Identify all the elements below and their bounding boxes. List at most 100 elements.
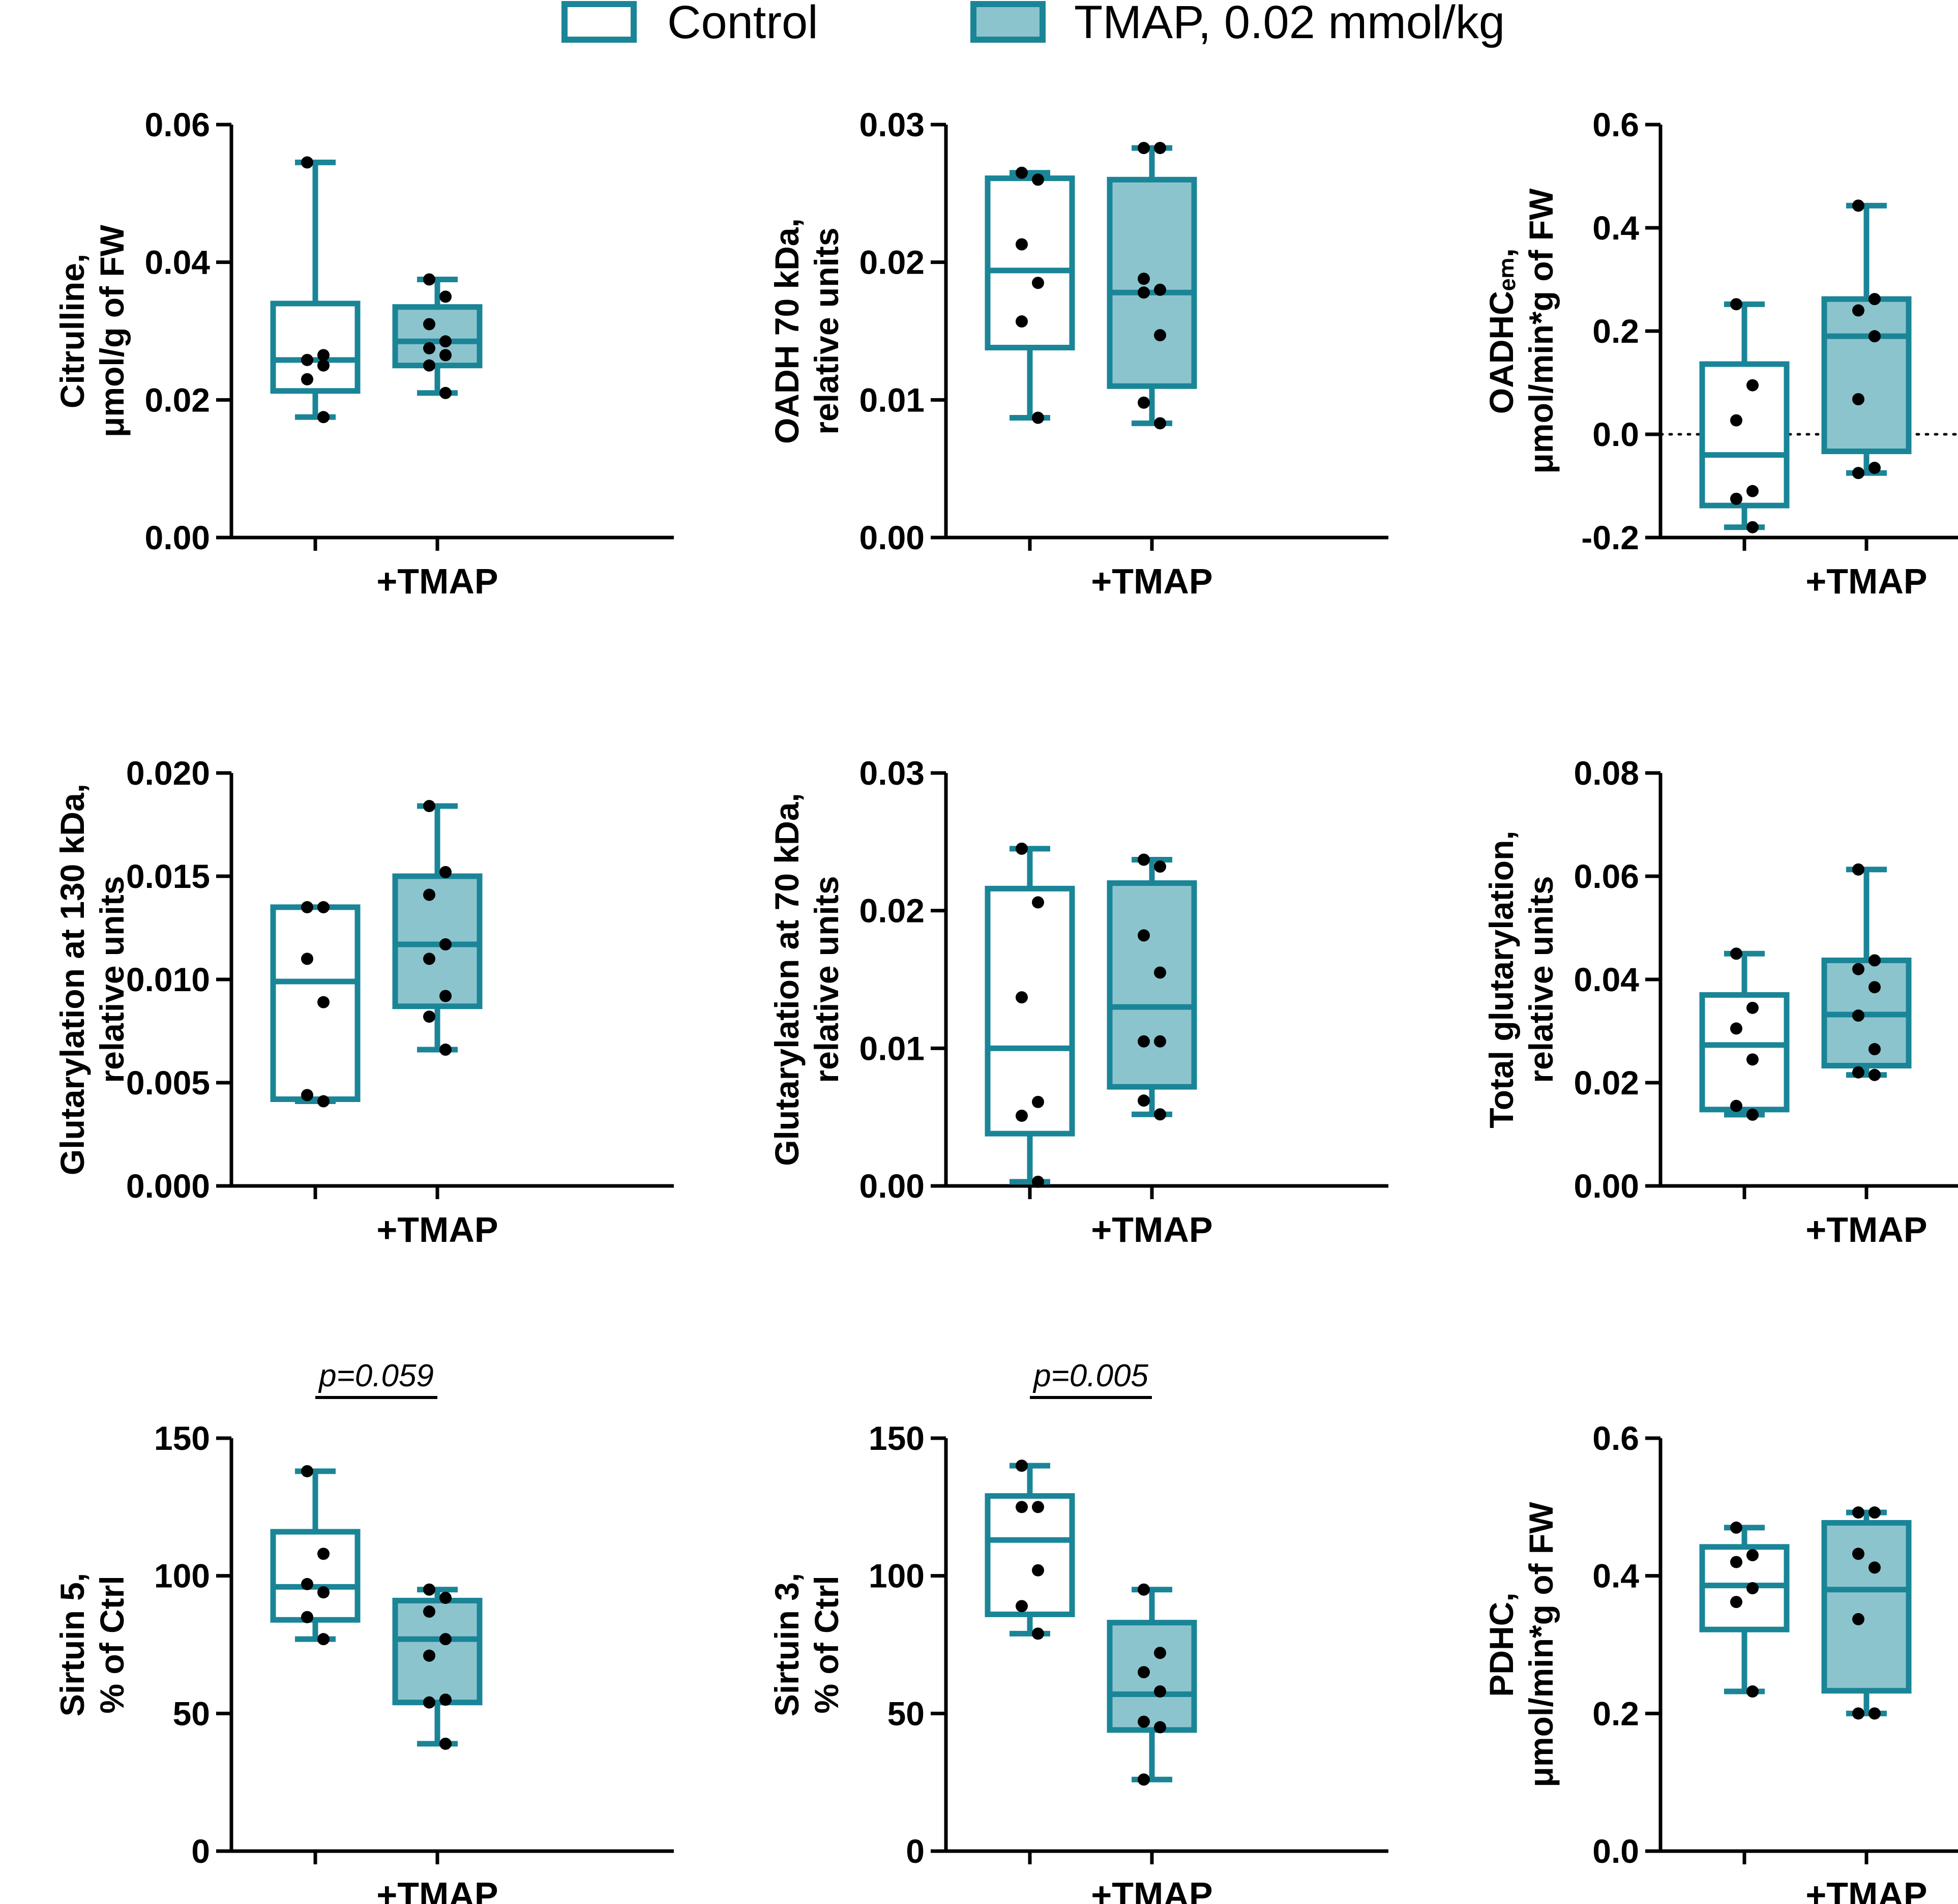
data-point — [1016, 991, 1028, 1004]
data-point — [439, 1633, 452, 1646]
data-point — [1138, 142, 1150, 155]
box-tmap — [1821, 863, 1912, 1081]
y-tick-label: 0.06 — [145, 106, 210, 143]
y-axis-label: Total glutarylation,relative units — [1482, 830, 1560, 1128]
x-category-label: +TMAP — [1805, 561, 1927, 601]
data-point — [1868, 954, 1881, 967]
data-point — [1746, 379, 1759, 392]
data-point — [1868, 1043, 1881, 1056]
data-point — [1154, 1721, 1166, 1734]
iqr-box — [985, 1493, 1075, 1617]
y-axis-label-line: Glutarylation at 70 kDa, — [768, 793, 806, 1166]
y-tick-label: 0.00 — [859, 1167, 925, 1205]
data-point — [1868, 1068, 1881, 1081]
data-point — [1852, 1707, 1864, 1720]
data-point — [1016, 166, 1028, 179]
box-tmap — [392, 273, 483, 399]
chart-panels: 0.00 0.02 0.04 0.06 +TMAP Citrulline,μmol/g o… — [53, 106, 1958, 1904]
p-value-annotation: p=0.005 — [1032, 1358, 1148, 1393]
data-point — [1852, 467, 1864, 480]
data-point — [301, 156, 313, 169]
data-point — [301, 953, 313, 965]
data-point — [1138, 1035, 1150, 1048]
y-axis-label-line: Citrulline, — [53, 254, 91, 408]
data-point — [1032, 1564, 1044, 1576]
iqr-box — [1107, 1620, 1197, 1733]
legend-control-swatch — [561, 1, 637, 43]
data-point — [1868, 1561, 1881, 1574]
y-tick-label: 0.00 — [1574, 1167, 1639, 1205]
data-point — [1138, 1583, 1150, 1596]
data-point — [317, 411, 330, 424]
data-point — [439, 866, 452, 878]
data-point — [1746, 1685, 1759, 1698]
x-category-label: +TMAP — [376, 561, 498, 601]
y-tick-label: 0.2 — [1592, 1694, 1639, 1732]
y-tick-label: 0.2 — [1592, 312, 1639, 350]
legend-tmap-swatch — [970, 1, 1046, 43]
y-tick-label: 0.6 — [1592, 1419, 1639, 1457]
iqr-box — [1699, 361, 1790, 509]
data-point — [1154, 860, 1166, 873]
y-tick-label: 0.02 — [145, 381, 210, 419]
data-point — [423, 342, 435, 354]
y-tick-label: 50 — [887, 1694, 925, 1732]
y-axis-label: Glutarylation at 70 kDa,relative units — [768, 793, 845, 1166]
y-tick-label: 0.6 — [1592, 106, 1639, 143]
box-control — [1699, 947, 1790, 1121]
legend-tmap-label: TMAP, 0.02 mmol/kg — [1074, 0, 1505, 48]
y-axis-label-line: relative units — [808, 227, 845, 434]
data-point — [317, 996, 330, 1008]
data-point — [439, 1693, 452, 1706]
data-point — [1154, 966, 1166, 979]
y-tick-label: 0.015 — [126, 857, 210, 895]
y-axis-label-line: OADHCₑₘ, — [1482, 248, 1520, 414]
data-point — [317, 901, 330, 913]
data-point — [423, 1010, 435, 1023]
y-axis-label-line: relative units — [1522, 876, 1560, 1083]
data-point — [1016, 842, 1028, 855]
data-point — [1138, 1666, 1150, 1679]
y-tick-label: 0.020 — [126, 754, 210, 792]
data-point — [1138, 1715, 1150, 1728]
iqr-box — [1107, 176, 1197, 389]
iqr-box — [985, 175, 1075, 350]
data-point — [1016, 1600, 1028, 1613]
data-point — [1746, 1108, 1759, 1121]
iqr-box — [1821, 1520, 1912, 1694]
y-axis-label-line: μmol/g of FW — [93, 224, 131, 437]
iqr-box — [270, 301, 361, 394]
data-point — [1746, 521, 1759, 533]
legend: Control TMAP, 0.02 mmol/kg — [561, 0, 1505, 48]
y-tick-label: 0.02 — [859, 244, 925, 281]
iqr-box — [985, 885, 1075, 1137]
data-point — [317, 1548, 330, 1560]
y-axis-label-line: Sirtuin 3, — [768, 1573, 806, 1716]
data-point — [1852, 304, 1864, 317]
data-point — [1016, 238, 1028, 251]
y-axis-label: Glutarylation at 130 kDa,relative units — [53, 784, 131, 1175]
iqr-box — [1107, 880, 1197, 1090]
iqr-box — [392, 1597, 483, 1706]
y-axis-label-line: μmol/min*g of FW — [1522, 1502, 1560, 1788]
data-point — [439, 1044, 452, 1056]
data-point — [301, 373, 313, 385]
data-point — [1852, 1009, 1864, 1022]
iqr-box — [270, 1529, 361, 1623]
box-tmap — [1107, 1583, 1197, 1786]
data-point — [1852, 199, 1864, 212]
data-point — [1138, 929, 1150, 942]
y-tick-label: 50 — [173, 1694, 210, 1732]
data-point — [1016, 1109, 1028, 1122]
data-point — [423, 1605, 435, 1618]
data-point — [1032, 1095, 1044, 1108]
y-tick-label: 0.01 — [859, 381, 925, 419]
y-tick-label: 0.04 — [1574, 961, 1640, 998]
data-point — [439, 1591, 452, 1604]
p-value-annotation: p=0.059 — [318, 1358, 434, 1393]
y-tick-label: 0.4 — [1592, 209, 1639, 247]
data-point — [1852, 1066, 1864, 1079]
data-point — [1852, 863, 1864, 876]
data-point — [1016, 1501, 1028, 1513]
data-point — [1746, 1582, 1759, 1595]
